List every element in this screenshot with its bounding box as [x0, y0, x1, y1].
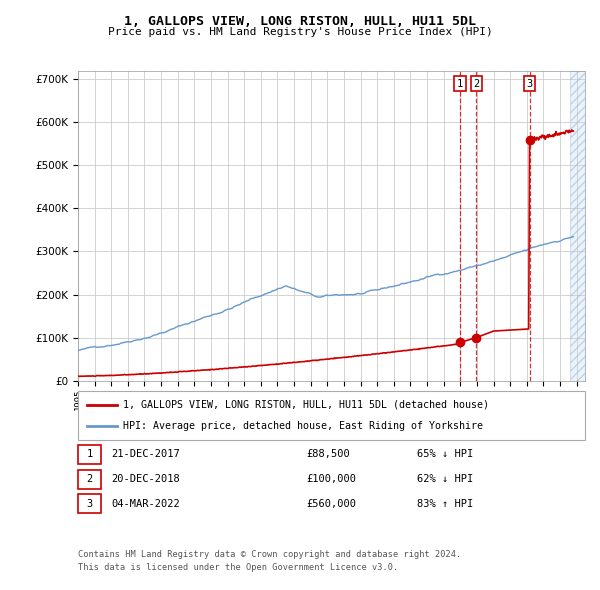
Text: 1: 1: [457, 78, 463, 88]
Bar: [570, 71, 585, 381]
Text: HPI: Average price, detached house, East Riding of Yorkshire: HPI: Average price, detached house, East…: [123, 421, 483, 431]
Text: £100,000: £100,000: [306, 474, 356, 484]
Text: 1, GALLOPS VIEW, LONG RISTON, HULL, HU11 5DL: 1, GALLOPS VIEW, LONG RISTON, HULL, HU11…: [124, 15, 476, 28]
Text: 21-DEC-2017: 21-DEC-2017: [111, 450, 180, 459]
Text: £560,000: £560,000: [306, 499, 356, 509]
Text: Price paid vs. HM Land Registry's House Price Index (HPI): Price paid vs. HM Land Registry's House …: [107, 27, 493, 37]
Text: 3: 3: [527, 78, 533, 88]
Text: 62% ↓ HPI: 62% ↓ HPI: [417, 474, 473, 484]
Text: 20-DEC-2018: 20-DEC-2018: [111, 474, 180, 484]
Text: 1, GALLOPS VIEW, LONG RISTON, HULL, HU11 5DL (detached house): 1, GALLOPS VIEW, LONG RISTON, HULL, HU11…: [123, 399, 489, 409]
Bar: [570, 71, 585, 381]
Text: 1: 1: [86, 450, 92, 459]
Text: £88,500: £88,500: [306, 450, 350, 459]
Text: 3: 3: [86, 499, 92, 509]
Text: This data is licensed under the Open Government Licence v3.0.: This data is licensed under the Open Gov…: [78, 563, 398, 572]
Text: 83% ↑ HPI: 83% ↑ HPI: [417, 499, 473, 509]
Text: 2: 2: [473, 78, 479, 88]
Text: 2: 2: [86, 474, 92, 484]
Text: Contains HM Land Registry data © Crown copyright and database right 2024.: Contains HM Land Registry data © Crown c…: [78, 550, 461, 559]
Text: 65% ↓ HPI: 65% ↓ HPI: [417, 450, 473, 459]
Text: 04-MAR-2022: 04-MAR-2022: [111, 499, 180, 509]
